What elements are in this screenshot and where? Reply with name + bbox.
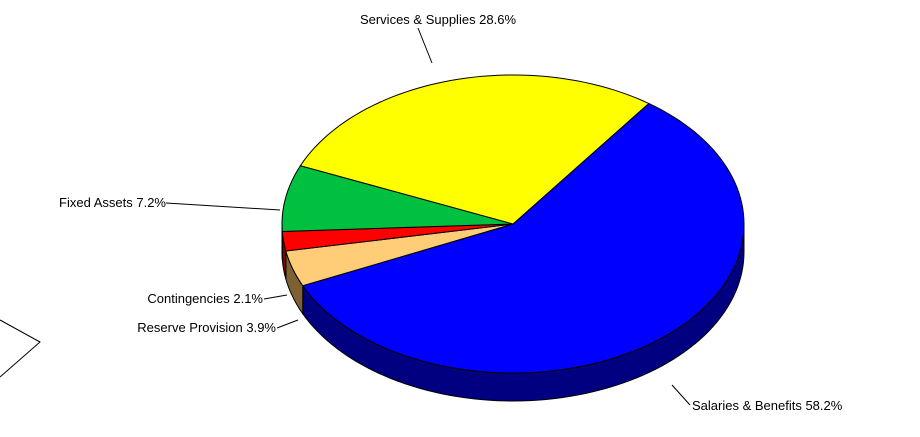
leader-line-salaries-benefits bbox=[672, 385, 690, 405]
leader-line-services-supplies bbox=[418, 28, 432, 63]
slice-label-fixed-assets: Fixed Assets 7.2% bbox=[59, 195, 166, 210]
slice-label-services-supplies: Services & Supplies 28.6% bbox=[360, 12, 517, 27]
slice-label-contingencies: Contingencies 2.1% bbox=[147, 291, 263, 306]
leader-line-reserve-provision bbox=[277, 320, 298, 328]
leader-line-fixed-assets bbox=[166, 203, 280, 210]
slice-label-salaries-benefits: Salaries & Benefits 58.2% bbox=[692, 398, 843, 413]
slice-label-reserve-provision: Reserve Provision 3.9% bbox=[137, 320, 276, 335]
pie-tops-layer bbox=[282, 75, 744, 373]
leader-line-contingencies bbox=[264, 295, 287, 299]
decorative-corner-mark bbox=[0, 320, 40, 377]
